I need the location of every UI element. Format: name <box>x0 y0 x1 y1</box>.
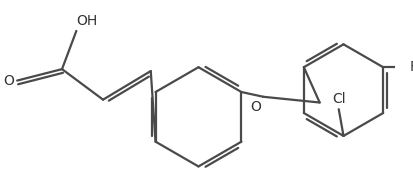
Text: OH: OH <box>76 14 97 28</box>
Text: O: O <box>250 100 261 114</box>
Text: O: O <box>3 74 14 88</box>
Text: F: F <box>409 60 413 74</box>
Text: Cl: Cl <box>331 92 345 106</box>
